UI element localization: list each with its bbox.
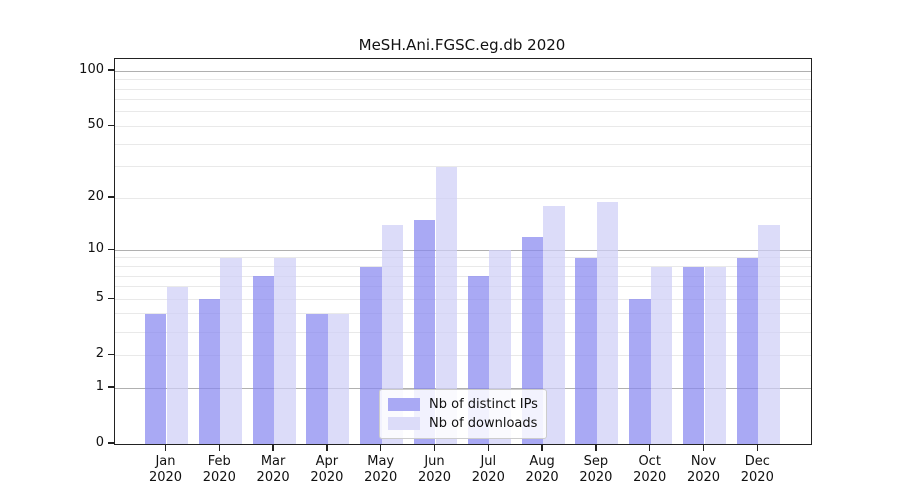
bar-downloads-jan xyxy=(166,286,189,444)
gridline-minor xyxy=(115,166,811,168)
gridline-minor xyxy=(115,79,811,81)
gridline-minor xyxy=(115,257,811,259)
gridline-5 xyxy=(115,298,811,300)
x-tick-mark xyxy=(541,444,543,451)
bar-downloads-aug xyxy=(543,206,565,444)
gridline-100 xyxy=(115,70,811,72)
gridline-20 xyxy=(115,197,811,199)
x-tick-mark xyxy=(433,444,436,451)
x-tick-mark xyxy=(702,444,705,451)
legend: Nb of distinct IPs Nb of downloads xyxy=(379,389,547,439)
bar-ips-nov xyxy=(682,266,705,444)
bar-ips-dec xyxy=(736,257,759,444)
y-tick-label: 0 xyxy=(95,435,104,450)
x-tick-mark xyxy=(272,444,274,451)
bar-downloads-apr xyxy=(327,313,350,444)
x-tick-mark xyxy=(648,444,651,451)
legend-swatch-distinct-ips xyxy=(388,398,420,411)
x-tick-label-dec: Dec 2020 xyxy=(740,454,774,485)
x-tick-mark xyxy=(164,444,167,451)
y-tick-label: 20 xyxy=(87,189,104,205)
bar-downloads-dec xyxy=(758,225,780,444)
y-tick-mark xyxy=(108,297,114,299)
gridline-minor xyxy=(115,266,811,267)
gridline-10 xyxy=(115,249,811,251)
x-tick-label-feb: Feb 2020 xyxy=(202,454,236,485)
bar-downloads-nov xyxy=(704,266,727,444)
x-tick-label-jan: Jan 2020 xyxy=(148,454,183,485)
y-tick-mark xyxy=(108,124,114,127)
y-tick-mark xyxy=(108,69,114,71)
bar-ips-sep xyxy=(575,257,597,444)
bar-ips-feb xyxy=(198,299,221,444)
y-tick-label: 1 xyxy=(95,379,104,394)
bar-ips-jan xyxy=(144,313,167,444)
x-tick-mark xyxy=(218,444,221,451)
bar-ips-mar xyxy=(252,276,275,444)
x-tick-label-mar: Mar 2020 xyxy=(256,454,290,485)
gridline-minor xyxy=(115,143,811,145)
x-tick-label-nov: Nov 2020 xyxy=(686,454,721,485)
y-tick-mark xyxy=(108,386,114,388)
x-tick-label-jul: Jul 2020 xyxy=(471,454,505,485)
bar-downloads-jun xyxy=(435,166,458,444)
bar-downloads-mar xyxy=(274,257,296,444)
y-tick-label: 2 xyxy=(95,346,104,362)
legend-label-distinct-ips: Nb of distinct IPs xyxy=(429,397,538,412)
bar-ips-may xyxy=(360,266,382,444)
x-tick-mark xyxy=(326,444,328,451)
bar-downloads-oct xyxy=(650,266,673,444)
x-tick-mark xyxy=(595,444,597,451)
y-tick-mark xyxy=(108,442,114,444)
legend-swatch-downloads xyxy=(388,417,420,430)
bar-downloads-sep xyxy=(596,202,619,444)
legend-row-downloads: Nb of downloads xyxy=(388,416,538,431)
x-tick-mark xyxy=(756,444,759,451)
x-tick-label-may: May 2020 xyxy=(364,454,398,485)
legend-label-downloads: Nb of downloads xyxy=(429,416,538,431)
x-tick-label-oct: Oct 2020 xyxy=(633,454,667,485)
x-tick-mark xyxy=(487,444,490,451)
gridline-minor xyxy=(115,286,811,288)
gridline-50 xyxy=(115,125,811,127)
chart-title: MeSH.Ani.FGSC.eg.db 2020 xyxy=(358,36,566,54)
x-tick-label-jun: Jun 2020 xyxy=(417,454,452,485)
y-tick-label: 5 xyxy=(95,290,104,306)
bar-ips-jun xyxy=(413,220,436,444)
x-tick-label-apr: Apr 2020 xyxy=(310,454,344,485)
gridline-minor xyxy=(115,313,811,315)
gridline-2 xyxy=(115,354,811,356)
y-tick-mark xyxy=(108,196,114,198)
gridline-minor xyxy=(115,275,811,277)
y-tick-label: 50 xyxy=(87,117,104,133)
bar-ips-apr xyxy=(306,313,328,444)
plot-area: Nb of distinct IPs Nb of downloads xyxy=(114,58,812,445)
y-tick-mark xyxy=(108,353,114,355)
gridline-minor xyxy=(115,99,811,101)
gridline-minor xyxy=(115,88,811,90)
gridline-minor xyxy=(115,331,811,333)
bar-downloads-feb xyxy=(220,257,242,444)
y-tick-mark xyxy=(108,248,114,251)
x-tick-mark xyxy=(379,444,382,451)
y-tick-label: 10 xyxy=(87,241,104,257)
bar-ips-oct xyxy=(629,299,651,444)
gridline-minor xyxy=(115,111,811,113)
x-tick-label-sep: Sep 2020 xyxy=(579,454,613,485)
gridline-1 xyxy=(115,387,811,389)
x-tick-label-aug: Aug 2020 xyxy=(525,454,559,485)
legend-row-distinct-ips: Nb of distinct IPs xyxy=(388,397,538,412)
y-tick-label: 100 xyxy=(79,62,104,78)
